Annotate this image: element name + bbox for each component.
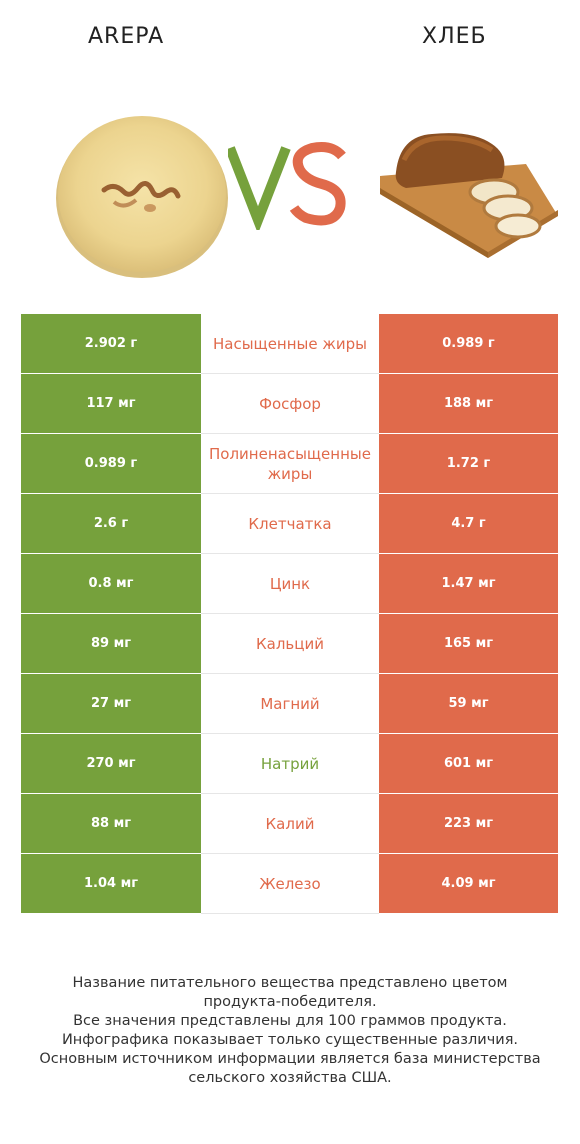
row-divider bbox=[201, 913, 379, 914]
right-value: 601 мг bbox=[379, 734, 558, 793]
table-row: 88 мг Калий 223 мг bbox=[21, 794, 558, 854]
table-row: 0.8 мг Цинк 1.47 мг bbox=[21, 554, 558, 614]
left-value: 88 мг bbox=[21, 794, 201, 853]
bread-image bbox=[380, 133, 558, 258]
right-value: 223 мг bbox=[379, 794, 558, 853]
footer-line: Основным источником информации является … bbox=[39, 1051, 541, 1067]
table-row: 27 мг Магний 59 мг bbox=[21, 674, 558, 734]
table-row: 89 мг Кальций 165 мг bbox=[21, 614, 558, 674]
row-divider bbox=[201, 373, 379, 374]
left-value: 0.989 г bbox=[21, 434, 201, 493]
right-value: 4.7 г bbox=[379, 494, 558, 553]
footer-line: Название питательного вещества представл… bbox=[72, 975, 508, 991]
right-value: 1.72 г bbox=[379, 434, 558, 493]
row-divider bbox=[201, 793, 379, 794]
left-value: 270 мг bbox=[21, 734, 201, 793]
row-divider bbox=[201, 733, 379, 734]
right-value: 1.47 мг bbox=[379, 554, 558, 613]
comparison-table: 2.902 г Насыщенные жиры 0.989 г 117 мг Фосфо… bbox=[21, 314, 558, 914]
table-row: 2.902 г Насыщенные жиры 0.989 г bbox=[21, 314, 558, 374]
nutrient-name: Цинк bbox=[201, 554, 379, 613]
right-value: 188 мг bbox=[379, 374, 558, 433]
left-value: 1.04 мг bbox=[21, 854, 201, 913]
left-value: 2.902 г bbox=[21, 314, 201, 373]
right-value: 59 мг bbox=[379, 674, 558, 733]
nutrient-name: Фосфор bbox=[201, 374, 379, 433]
row-divider bbox=[201, 553, 379, 554]
right-product-title: ХЛЕБ bbox=[422, 24, 487, 49]
table-row: 117 мг Фосфор 188 мг bbox=[21, 374, 558, 434]
row-divider bbox=[201, 493, 379, 494]
nutrient-name: Магний bbox=[201, 674, 379, 733]
left-product-title: AREPA bbox=[88, 24, 165, 49]
footer-line: продукта-победителя. bbox=[203, 994, 377, 1010]
row-divider bbox=[201, 613, 379, 614]
vs-logo bbox=[228, 142, 346, 230]
nutrient-name: Железо bbox=[201, 854, 379, 913]
footer-line: Инфографика показывает только существенн… bbox=[61, 1032, 519, 1048]
left-value: 0.8 мг bbox=[21, 554, 201, 613]
table-row: 270 мг Натрий 601 мг bbox=[21, 734, 558, 794]
row-divider bbox=[201, 853, 379, 854]
nutrient-name: Кальций bbox=[201, 614, 379, 673]
right-value: 165 мг bbox=[379, 614, 558, 673]
nutrient-name: Полиненасыщенные жиры bbox=[201, 434, 379, 493]
left-value: 89 мг bbox=[21, 614, 201, 673]
table-row: 2.6 г Клетчатка 4.7 г bbox=[21, 494, 558, 554]
left-value: 2.6 г bbox=[21, 494, 201, 553]
left-value: 117 мг bbox=[21, 374, 201, 433]
table-row: 0.989 г Полиненасыщенные жиры 1.72 г bbox=[21, 434, 558, 494]
row-divider bbox=[201, 433, 379, 434]
nutrient-name: Клетчатка bbox=[201, 494, 379, 553]
left-value: 27 мг bbox=[21, 674, 201, 733]
row-divider bbox=[201, 673, 379, 674]
nutrient-name: Натрий bbox=[201, 734, 379, 793]
nutrient-name: Калий bbox=[201, 794, 379, 853]
arepa-image bbox=[56, 116, 228, 278]
footer-line: сельского хозяйства США. bbox=[188, 1070, 392, 1086]
right-value: 4.09 мг bbox=[379, 854, 558, 913]
footer-line: Все значения представлены для 100 граммо… bbox=[73, 1013, 507, 1029]
table-row: 1.04 мг Железо 4.09 мг bbox=[21, 854, 558, 914]
footer-notes: Название питательного вещества представл… bbox=[0, 974, 580, 1088]
right-value: 0.989 г bbox=[379, 314, 558, 373]
nutrient-name: Насыщенные жиры bbox=[201, 314, 379, 373]
